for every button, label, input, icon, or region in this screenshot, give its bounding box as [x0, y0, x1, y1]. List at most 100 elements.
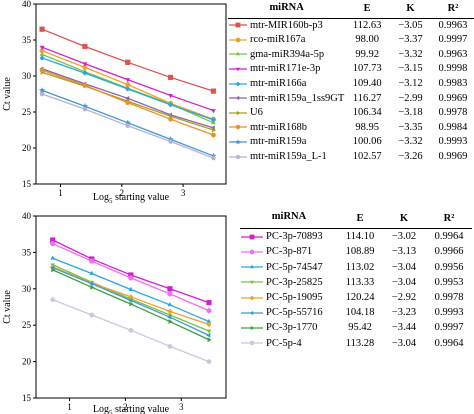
legend-e-value: 99.92: [355, 48, 379, 60]
legend-row: gma-miR394a-5p 99.92 −3.32 0.9963: [228, 48, 474, 63]
legend-swatch: [229, 22, 247, 28]
legend-series-name: PC-5p-74547: [266, 261, 323, 273]
legend-k-value: −3.02: [391, 231, 417, 243]
legend-swatch: [229, 96, 247, 101]
legend-row: mtr-miR168b 98.95 −3.35 0.9984: [228, 121, 474, 136]
y-tick-label: 20: [22, 143, 32, 153]
legend-series-name: PC-5p-19095: [266, 292, 323, 304]
legend-series-name: PC-3p-1770: [266, 322, 318, 334]
y-tick-label: 30: [22, 71, 32, 81]
plot-frame: [35, 3, 227, 185]
legend-swatch-marker: [236, 110, 241, 115]
data-point: [82, 106, 88, 112]
legend-swatch: [229, 139, 247, 145]
legend-table-top: miRNA E K R² mtr-MIR160b-p3 112.63 −3.05 0.…: [228, 0, 474, 165]
legend-header-r2: R²: [443, 212, 455, 224]
legend-r2-value: 0.9993: [438, 136, 468, 148]
legend-swatch-marker: [249, 249, 255, 255]
legend-k-value: −3.26: [398, 150, 423, 162]
data-point: [168, 319, 173, 324]
legend-row: PC-3p-871 108.89 −3.13 0.9966: [240, 244, 472, 259]
legend-row: U6 106.34 −3.18 0.9978: [228, 106, 474, 121]
series-PC-5p-74547: [50, 255, 212, 323]
legend-k-value: −3.15: [398, 63, 423, 75]
legend-k-value: −3.32: [398, 136, 423, 148]
legend-e-value: 113.28: [345, 337, 375, 349]
legend-r2-value: 0.9963: [438, 19, 468, 31]
legend-e-value: 102.57: [352, 150, 382, 162]
legend-swatch: [229, 125, 247, 130]
legend-row: mtr-miR166a 109.40 −3.12 0.9983: [228, 77, 474, 92]
data-point: [50, 297, 56, 302]
series-mtr-miR166a: [39, 55, 217, 123]
x-tick-label: 1: [58, 188, 63, 198]
data-point: [128, 286, 134, 291]
legend-k-value: −3.18: [398, 107, 423, 119]
legend-e-value: 112.63: [352, 19, 382, 31]
legend-e-value: 114.10: [345, 231, 375, 243]
series-mtr-miR159a_L-1: [39, 91, 216, 161]
legend-swatch: [241, 264, 263, 269]
legend-series-name: mtr-miR159a_L-1: [250, 150, 327, 162]
legend-swatch: [241, 325, 263, 331]
legend-series-name: PC-3p-25825: [266, 276, 323, 288]
legend-entry: rco-miR167a: [228, 33, 345, 48]
legend-swatch: [229, 51, 247, 56]
legend-row: PC-5p-19095 120.24 −2.92 0.9978: [240, 290, 472, 305]
legend-entry: PC-5p-19095: [240, 290, 338, 305]
series-mtr-miR168b: [39, 67, 217, 138]
data-point: [125, 86, 131, 92]
x-tick-label: 2: [120, 188, 125, 198]
legend-swatch-marker: [249, 281, 255, 285]
data-point: [210, 117, 217, 123]
legend-e-value: 108.89: [345, 246, 375, 258]
series-rco-miR167a: [39, 48, 217, 122]
series-mtr-miR159a_1ss9GT: [39, 66, 215, 131]
data-point: [206, 329, 212, 334]
legend-row: PC-5p-4 113.28 −3.04 0.9964: [240, 336, 472, 351]
legend-swatch-marker: [249, 295, 255, 301]
legend-series-name: mtr-miR159a: [250, 136, 307, 148]
data-point: [82, 64, 88, 70]
data-point: [206, 332, 211, 338]
data-point: [210, 155, 216, 161]
data-point: [167, 314, 172, 320]
legend-swatch: [241, 234, 263, 240]
data-point: [211, 109, 216, 114]
x-tick-label: 1: [67, 402, 72, 412]
data-point: [125, 59, 131, 65]
legend-r2-value: 0.9997: [434, 322, 464, 334]
legend-swatch-marker: [249, 341, 255, 346]
legend-series-name: PC-5p-4: [266, 337, 302, 349]
x-axis-label: Log5 starting value: [93, 192, 170, 205]
legend-entry: PC-3p-1770: [240, 320, 338, 335]
legend-series-name: mtr-miR159a_1ss9GT: [250, 92, 345, 104]
data-point: [167, 291, 173, 297]
legend-swatch-marker: [235, 125, 241, 130]
legend-header-k: K: [406, 2, 415, 14]
y-tick-label: 25: [22, 320, 32, 330]
data-point: [39, 45, 45, 50]
legend-entry: PC-5p-74547: [240, 260, 338, 275]
legend-k-value: −3.04: [391, 337, 417, 349]
legend-swatch-marker: [249, 264, 255, 269]
data-point: [128, 328, 134, 333]
legend-swatch: [229, 67, 247, 72]
legend-swatch: [229, 110, 247, 115]
legend-swatch-marker: [235, 37, 241, 43]
legend-swatch: [229, 81, 247, 86]
legend-header-r2: R²: [447, 2, 459, 14]
legend-swatch: [229, 37, 247, 43]
legend-e-value: 98.95: [355, 121, 379, 133]
legend-k-value: −3.05: [398, 19, 423, 31]
x-tick-label: 2: [123, 402, 128, 412]
legend-row: PC-3p-25825 113.33 −3.04 0.9953: [240, 275, 472, 290]
legend-row: PC-5p-74547 113.02 −3.04 0.9956: [240, 260, 472, 275]
legend-swatch: [241, 249, 263, 255]
legend-e-value: 109.40: [352, 77, 382, 89]
data-point: [39, 55, 45, 61]
y-tick-label: 15: [22, 393, 32, 403]
legend-e-value: 100.06: [352, 136, 382, 148]
data-point: [167, 102, 174, 108]
legend-k-value: −3.32: [398, 48, 423, 60]
